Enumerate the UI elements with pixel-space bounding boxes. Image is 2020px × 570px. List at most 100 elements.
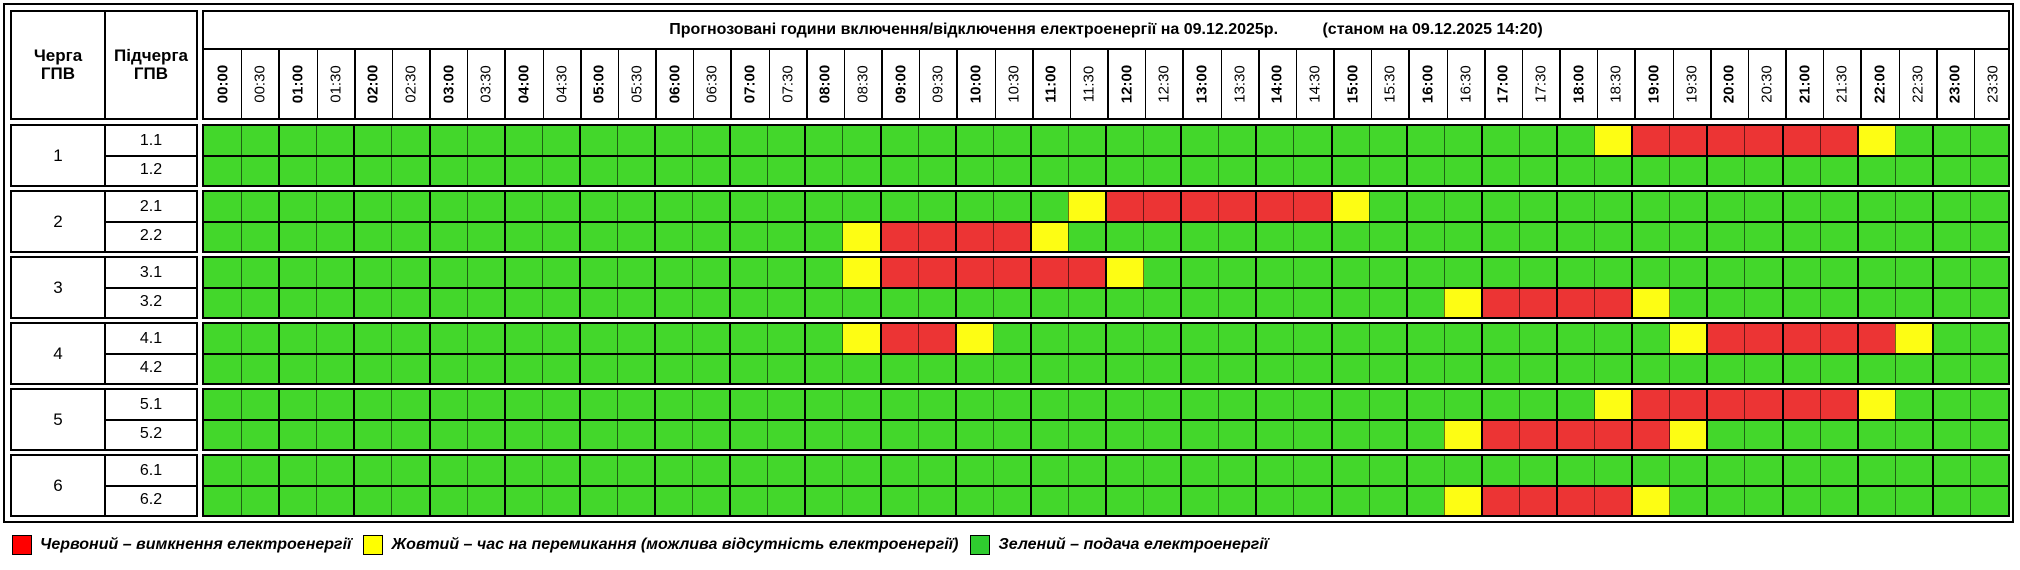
- schedule-cell: [842, 485, 881, 515]
- schedule-cell: [429, 258, 468, 288]
- schedule-cell: [1293, 258, 1332, 288]
- schedule-cell: [316, 287, 355, 317]
- schedule-cell: [1106, 456, 1144, 486]
- schedule-cell: [1744, 287, 1783, 317]
- row-divider: [204, 154, 2008, 157]
- schedule-cell: [1932, 419, 1971, 449]
- schedule-cell: [1895, 192, 1933, 222]
- schedule-cell: [1181, 126, 1219, 156]
- schedule-cell: [504, 324, 543, 354]
- time-slot-text: 05:00: [590, 64, 608, 104]
- time-slot-label: 05:30: [618, 50, 656, 118]
- schedule-cell: [1406, 485, 1445, 515]
- schedule-cell: [1895, 221, 1933, 251]
- schedule-cell: [1218, 126, 1257, 156]
- queue-cell: 3: [10, 256, 106, 319]
- schedule-cell: [1293, 287, 1332, 317]
- schedule-cell: [730, 287, 768, 317]
- schedule-cell: [1594, 485, 1633, 515]
- schedule-cell: [767, 221, 806, 251]
- schedule-cell: [918, 324, 956, 354]
- schedule-cell: [467, 258, 505, 288]
- queue-label: 2: [53, 211, 63, 231]
- header-slot-divider: [579, 50, 582, 118]
- schedule-cell: [1143, 155, 1182, 185]
- time-slot-text: 21:00: [1796, 64, 1814, 104]
- schedule-cell: [542, 456, 580, 486]
- schedule-cell: [1895, 155, 1933, 185]
- schedule-cell: [579, 192, 618, 222]
- schedule-cell: [542, 258, 580, 288]
- schedule-cell: [993, 353, 1031, 383]
- time-slot-label: 15:00: [1334, 50, 1372, 118]
- time-slot-text: 13:30: [1231, 65, 1249, 103]
- schedule-cell: [1444, 324, 1482, 354]
- time-slot-label: 14:30: [1296, 50, 1334, 118]
- schedule-cell: [1820, 324, 1858, 354]
- schedule-cell: [805, 258, 843, 288]
- schedule-cell: [1218, 258, 1257, 288]
- schedule-cell: [655, 353, 693, 383]
- schedule-cell: [1820, 390, 1858, 420]
- schedule-cell: [1594, 155, 1633, 185]
- schedule-cell: [279, 324, 317, 354]
- schedule-cell: [1143, 419, 1182, 449]
- schedule-cell: [1632, 287, 1670, 317]
- schedule-cell: [1857, 192, 1896, 222]
- schedule-cell: [1707, 155, 1745, 185]
- time-slot-label: 02:00: [355, 50, 393, 118]
- schedule-cell: [918, 353, 956, 383]
- schedule-cell: [617, 390, 655, 420]
- schedule-cell: [617, 192, 655, 222]
- schedule-cell: [354, 155, 392, 185]
- schedule-cell: [955, 221, 994, 251]
- subqueue-cell: 2.1 2.2: [104, 190, 198, 253]
- time-slot-label: 16:00: [1409, 50, 1447, 118]
- schedule-cell: [1143, 258, 1182, 288]
- time-slot-text: 19:00: [1645, 64, 1663, 104]
- subqueue-label: 3.2: [139, 293, 163, 311]
- schedule-cell: [767, 192, 806, 222]
- schedule-cell: [730, 485, 768, 515]
- schedule-cell: [1632, 192, 1670, 222]
- header-divider: [204, 48, 2008, 50]
- subqueue-label: 6.1: [139, 461, 163, 479]
- schedule-cell: [1519, 258, 1557, 288]
- schedule-cell: [1143, 192, 1182, 222]
- schedule-cell: [1932, 353, 1971, 383]
- schedule-cell: [1594, 258, 1633, 288]
- schedule-cell: [279, 287, 317, 317]
- schedule-cell: [467, 192, 505, 222]
- schedule-cell: [1481, 287, 1520, 317]
- schedule-cell: [692, 221, 731, 251]
- schedule-cell: [1106, 287, 1144, 317]
- time-slot-text: 20:00: [1720, 64, 1738, 104]
- time-slot-text: 15:30: [1381, 65, 1399, 103]
- schedule-cell: [918, 221, 956, 251]
- schedule-cell: [1857, 324, 1896, 354]
- schedule-cell: [354, 390, 392, 420]
- subqueue-cell: 5.1 5.2: [104, 388, 198, 451]
- schedule-cell: [467, 485, 505, 515]
- schedule-cell: [391, 287, 430, 317]
- schedule-cell: [1068, 353, 1106, 383]
- schedule-cell: [1369, 192, 1407, 222]
- time-slot-label: 13:00: [1183, 50, 1221, 118]
- schedule-cell: [1707, 485, 1745, 515]
- schedule-cell: [1970, 324, 2008, 354]
- schedule-cell: [1068, 126, 1106, 156]
- schedule-cell: [1444, 456, 1482, 486]
- schedule-cell: [1481, 192, 1520, 222]
- schedule-cell: [1632, 485, 1670, 515]
- header-queue-cell: Черга ГПВ: [10, 10, 106, 120]
- schedule-cell: [316, 126, 355, 156]
- header-slot-divider: [1483, 50, 1486, 118]
- schedule-cell: [1106, 419, 1144, 449]
- schedule-cell: [1444, 155, 1482, 185]
- schedule-cell: [204, 485, 242, 515]
- schedule-cell: [504, 126, 543, 156]
- header-slot-divider: [1935, 50, 1938, 118]
- schedule-cell: [655, 126, 693, 156]
- header-slot-divider: [504, 50, 507, 118]
- schedule-cell: [1481, 353, 1520, 383]
